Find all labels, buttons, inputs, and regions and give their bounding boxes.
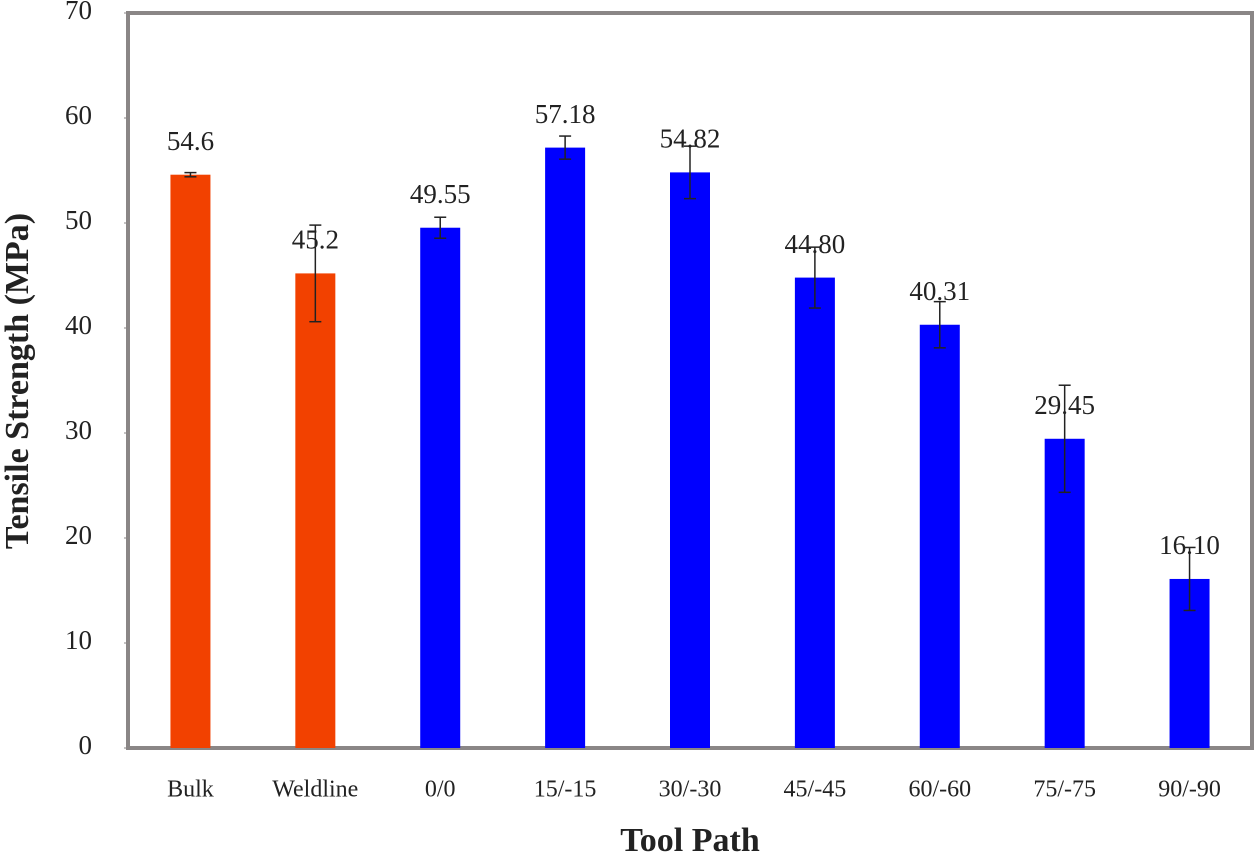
y-tick-label: 50	[65, 205, 92, 235]
x-axis-label: Tool Path	[620, 822, 760, 859]
value-label: 57.18	[535, 99, 596, 129]
error-bar	[933, 300, 946, 349]
x-tick-label: 15/-15	[534, 777, 597, 803]
x-tick-label: 90/-90	[1158, 777, 1221, 803]
error-bar	[434, 216, 447, 239]
x-tick-label: Bulk	[167, 777, 214, 803]
error-bar	[559, 135, 572, 160]
y-tick-label: 30	[65, 415, 92, 445]
value-label: 45.2	[292, 225, 339, 255]
y-tick-label: 0	[79, 730, 93, 760]
y-tick-label: 70	[65, 0, 92, 25]
error-bar	[309, 224, 322, 323]
x-tick-label: Weldline	[272, 777, 358, 803]
y-tick-label: 20	[65, 520, 92, 550]
bar	[420, 227, 461, 749]
bar	[170, 174, 211, 748]
value-label: 40.31	[909, 276, 970, 306]
x-tick-label: 30/-30	[659, 777, 722, 803]
y-axis-label: Tensile Strength (MPa)	[0, 213, 36, 549]
value-label: 16.10	[1159, 530, 1220, 560]
x-tick-label: 60/-60	[908, 777, 971, 803]
x-tick-label: 75/-75	[1033, 777, 1096, 803]
value-label: 49.55	[410, 179, 471, 209]
bar	[545, 147, 586, 749]
error-bar	[1058, 384, 1071, 494]
error-bar	[808, 246, 821, 309]
x-tick-label: 0/0	[425, 777, 456, 803]
value-label: 29.45	[1034, 390, 1095, 420]
value-label: 54.6	[167, 126, 214, 156]
bar	[295, 273, 336, 748]
value-label: 44.80	[785, 229, 846, 259]
y-tick-label: 40	[65, 310, 92, 340]
error-bar	[684, 145, 696, 200]
y-tick-label: 60	[65, 100, 92, 130]
error-bar	[184, 171, 197, 178]
y-tick-label: 10	[65, 625, 92, 655]
bar	[794, 277, 835, 748]
error-bar	[1183, 546, 1196, 612]
value-label: 54.82	[660, 124, 721, 154]
bar	[919, 324, 960, 748]
bar	[670, 172, 710, 748]
x-tick-label: 45/-45	[784, 777, 847, 803]
